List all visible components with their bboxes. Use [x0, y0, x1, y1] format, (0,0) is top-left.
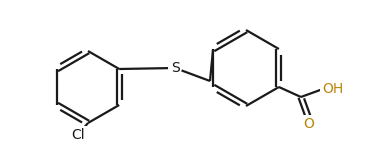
Text: OH: OH: [322, 82, 344, 96]
Text: S: S: [170, 61, 180, 75]
Text: O: O: [304, 117, 314, 131]
Text: Cl: Cl: [71, 128, 85, 142]
